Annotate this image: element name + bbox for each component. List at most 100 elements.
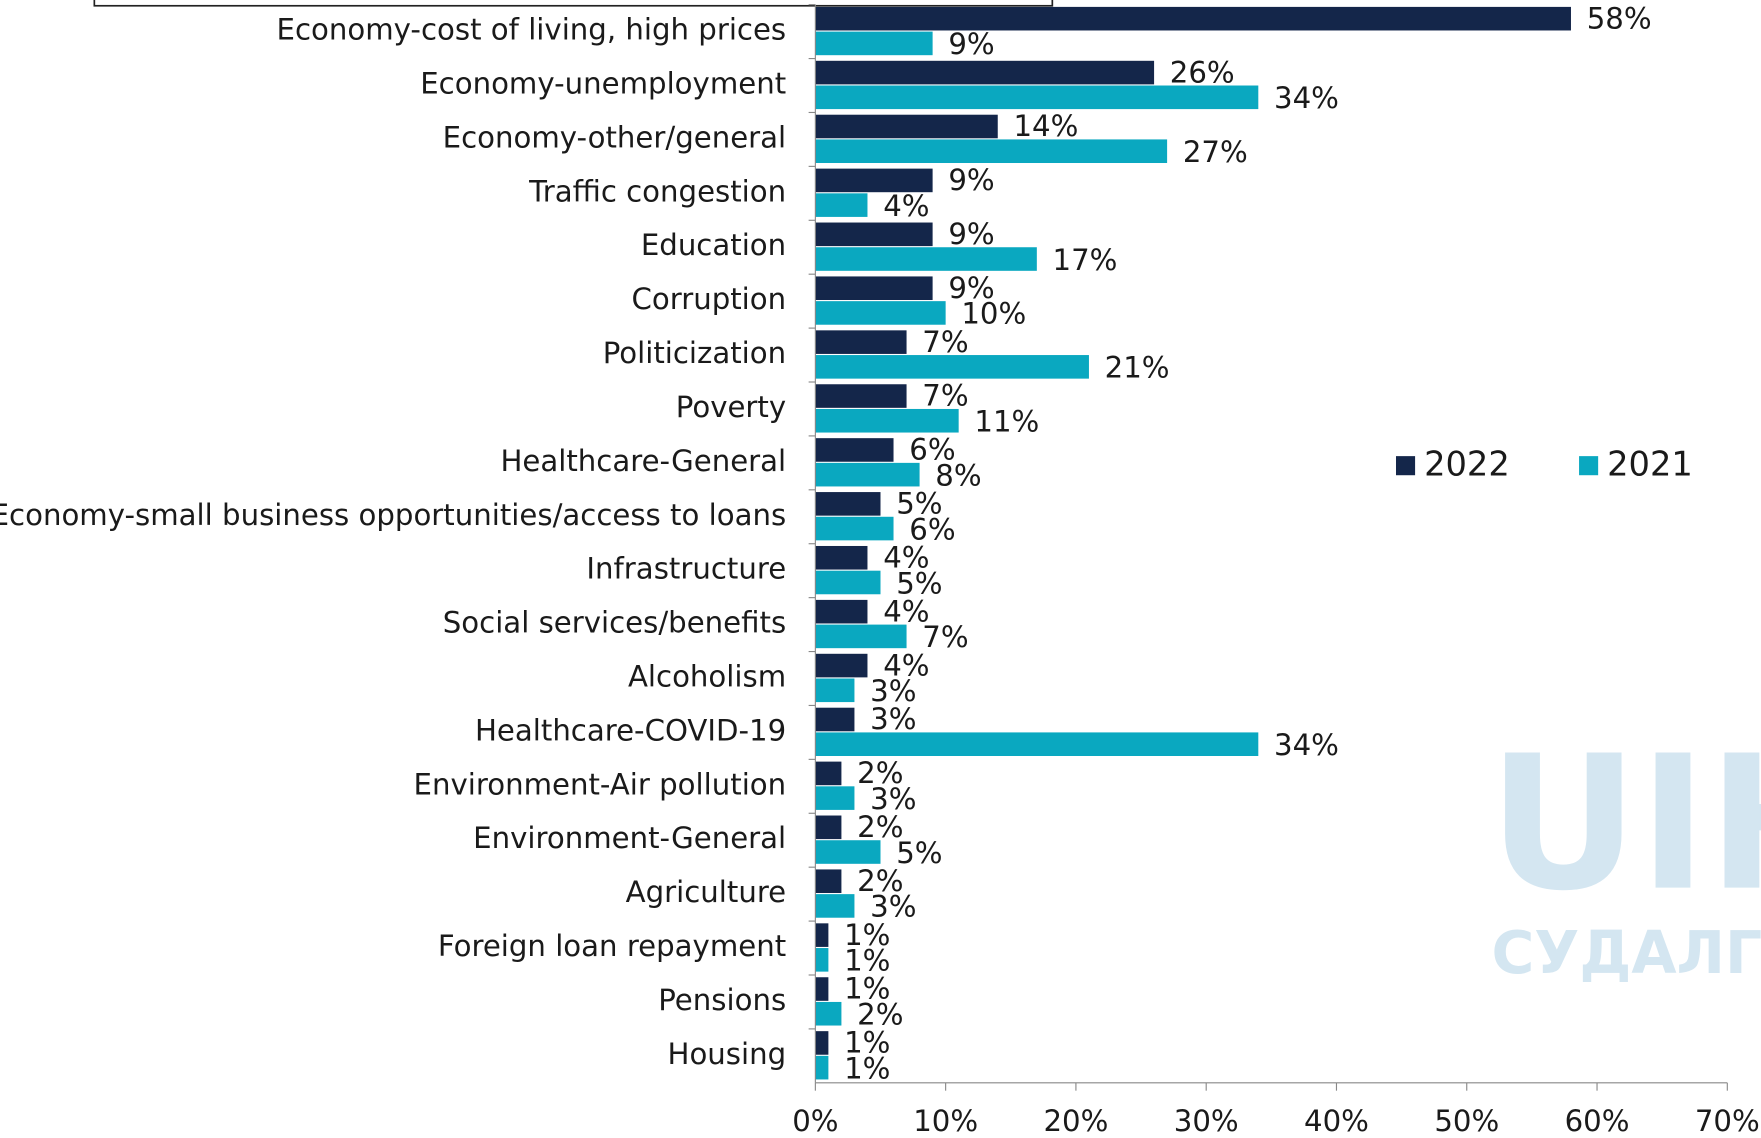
data-label: 1% bbox=[844, 1051, 890, 1085]
data-label: 9% bbox=[948, 217, 994, 251]
data-label: 2% bbox=[857, 864, 903, 898]
bar bbox=[815, 1031, 829, 1055]
y-tick-label: Education bbox=[641, 228, 786, 262]
y-tick-label: Traffic congestion bbox=[528, 174, 786, 208]
data-label: 34% bbox=[1274, 81, 1339, 115]
data-label: 4% bbox=[883, 594, 929, 628]
y-tick-label: Environment-General bbox=[473, 821, 786, 855]
bar bbox=[815, 247, 1037, 271]
bar bbox=[815, 31, 933, 56]
bar bbox=[815, 408, 959, 433]
bar bbox=[815, 438, 894, 462]
data-label: 4% bbox=[883, 189, 929, 223]
y-tick-label: Economy-other/general bbox=[443, 120, 787, 154]
data-label: 1% bbox=[844, 944, 890, 978]
legend-label: 2022 bbox=[1424, 445, 1510, 484]
data-label: 3% bbox=[870, 782, 916, 816]
bar bbox=[815, 786, 855, 810]
x-tick-label: 50% bbox=[1434, 1104, 1499, 1138]
data-label: 3% bbox=[870, 702, 916, 736]
y-tick-label: Corruption bbox=[631, 282, 786, 316]
y-tick-label: Social services/benefits bbox=[443, 606, 786, 640]
x-tick-label: 20% bbox=[1043, 1104, 1108, 1138]
bar bbox=[815, 923, 829, 947]
x-tick-label: 60% bbox=[1565, 1104, 1630, 1138]
legend-swatch bbox=[1579, 456, 1599, 476]
bar bbox=[815, 114, 998, 139]
bar bbox=[815, 678, 855, 703]
bar bbox=[815, 599, 868, 624]
bar bbox=[815, 516, 894, 541]
bar bbox=[815, 168, 933, 193]
data-label: 1% bbox=[844, 1026, 890, 1060]
bar bbox=[815, 977, 829, 1001]
data-label: 9% bbox=[948, 271, 994, 305]
data-label: 17% bbox=[1053, 243, 1118, 277]
data-label: 9% bbox=[948, 27, 994, 61]
bar bbox=[815, 815, 842, 840]
data-label: 4% bbox=[883, 648, 929, 682]
bar bbox=[815, 60, 1155, 85]
bar bbox=[815, 653, 868, 678]
y-tick-label: Healthcare-General bbox=[500, 444, 786, 478]
x-tick-label: 40% bbox=[1304, 1104, 1369, 1138]
y-tick-label: Alcoholism bbox=[628, 660, 786, 694]
y-tick-label: Poverty bbox=[676, 390, 786, 424]
bar bbox=[815, 732, 1259, 756]
y-tick-label: Pensions bbox=[658, 983, 786, 1017]
data-label: 27% bbox=[1183, 135, 1248, 169]
y-tick-label: Environment-Air pollution bbox=[414, 767, 787, 801]
bar bbox=[815, 330, 907, 354]
y-tick-label: Healthcare-COVID-19 bbox=[475, 713, 786, 747]
data-label: 2% bbox=[857, 998, 903, 1032]
bar bbox=[815, 948, 829, 972]
data-label: 1% bbox=[844, 972, 890, 1006]
y-tick-label: Economy-small business opportunities/acc… bbox=[0, 498, 786, 532]
legend-swatch bbox=[1395, 456, 1416, 476]
data-label: 58% bbox=[1587, 1, 1652, 35]
data-label: 2% bbox=[857, 810, 903, 844]
x-tick-label: 0% bbox=[792, 1104, 838, 1138]
data-label: 4% bbox=[883, 540, 929, 574]
data-label: 14% bbox=[1013, 109, 1078, 143]
bar bbox=[815, 384, 907, 408]
x-tick-label: 10% bbox=[913, 1104, 978, 1138]
bar bbox=[815, 462, 920, 487]
data-label: 6% bbox=[909, 512, 955, 546]
bar bbox=[815, 869, 842, 894]
y-tick-label: Infrastructure bbox=[586, 552, 786, 586]
legend-label: 2021 bbox=[1607, 445, 1693, 484]
data-label: 34% bbox=[1274, 728, 1339, 762]
bar bbox=[815, 761, 842, 786]
bar bbox=[815, 492, 881, 516]
data-label: 7% bbox=[922, 325, 968, 359]
data-label: 11% bbox=[974, 405, 1039, 439]
bar bbox=[815, 222, 933, 247]
data-label: 1% bbox=[844, 918, 890, 952]
y-tick-label: Housing bbox=[668, 1037, 787, 1071]
y-tick-label: Politicization bbox=[603, 336, 786, 370]
watermark: СУДАЛГААН bbox=[1491, 919, 1761, 987]
data-label: 5% bbox=[896, 487, 942, 521]
bar bbox=[815, 1001, 842, 1026]
data-label: 6% bbox=[909, 433, 955, 467]
bar bbox=[815, 570, 881, 595]
bar bbox=[815, 193, 868, 217]
data-label: 3% bbox=[870, 890, 916, 924]
bar bbox=[815, 894, 855, 918]
data-label: 9% bbox=[948, 163, 994, 197]
y-tick-label: Foreign loan repayment bbox=[438, 929, 786, 963]
bar bbox=[815, 301, 946, 325]
bar bbox=[815, 1055, 829, 1080]
data-label: 21% bbox=[1105, 351, 1170, 385]
data-label: 7% bbox=[922, 620, 968, 654]
bar bbox=[815, 6, 1571, 31]
bar bbox=[815, 545, 868, 570]
frame bbox=[93, 0, 1054, 7]
bar bbox=[815, 85, 1259, 110]
data-label: 10% bbox=[961, 297, 1026, 331]
y-tick-label: Economy-unemployment bbox=[420, 67, 786, 101]
watermark: UIH.M bbox=[1488, 716, 1761, 932]
